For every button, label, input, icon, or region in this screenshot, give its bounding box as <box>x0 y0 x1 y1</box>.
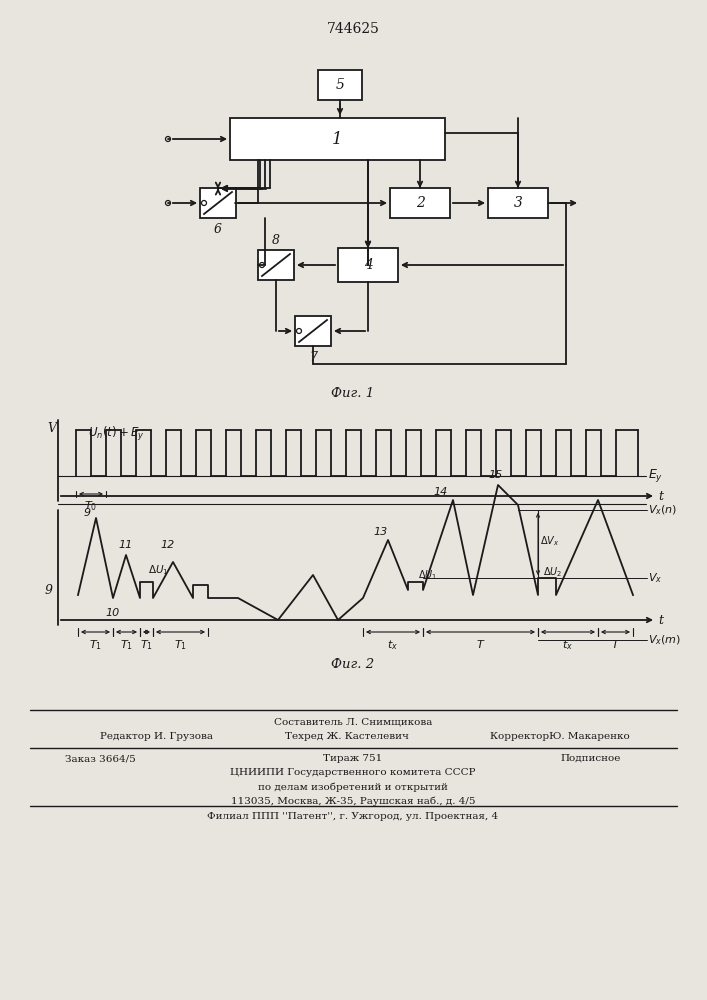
Text: $\Delta U_1$: $\Delta U_1$ <box>148 563 169 577</box>
Text: t: t <box>658 613 663 626</box>
Bar <box>230 118 445 160</box>
Text: 9: 9 <box>45 584 53 596</box>
Text: $\Delta V_x$: $\Delta V_x$ <box>540 534 559 548</box>
Text: 2: 2 <box>416 196 424 210</box>
Bar <box>488 188 548 218</box>
Text: V: V <box>47 422 56 435</box>
Text: ЦНИИПИ Государственного комитета СССР: ЦНИИПИ Государственного комитета СССР <box>230 768 476 777</box>
Text: Составитель Л. Снимщикова: Составитель Л. Снимщикова <box>274 718 432 727</box>
Bar <box>338 248 398 282</box>
Text: $V_x(m)$: $V_x(m)$ <box>648 633 681 647</box>
Text: 15: 15 <box>489 470 503 480</box>
Text: 11: 11 <box>119 540 133 550</box>
Text: Подписное: Подписное <box>560 754 620 763</box>
Text: 14: 14 <box>434 487 448 497</box>
Text: Техред Ж. Кастелевич: Техред Ж. Кастелевич <box>285 732 409 741</box>
Text: 5: 5 <box>336 78 344 92</box>
Text: $\Delta U_2$: $\Delta U_2$ <box>543 565 562 579</box>
Bar <box>258 250 294 280</box>
Text: 10: 10 <box>106 608 120 618</box>
Text: $T$: $T$ <box>476 638 485 650</box>
Text: Фиг. 2: Фиг. 2 <box>332 658 375 671</box>
Text: $V_x(n)$: $V_x(n)$ <box>648 503 677 517</box>
Text: $T_1$: $T_1$ <box>89 638 102 652</box>
Text: 13: 13 <box>374 527 388 537</box>
Text: 12: 12 <box>161 540 175 550</box>
Text: 8: 8 <box>272 234 280 247</box>
Text: $T_1$: $T_1$ <box>140 638 153 652</box>
Text: $V_x$: $V_x$ <box>648 571 662 585</box>
Bar <box>200 188 236 218</box>
Text: 1: 1 <box>332 130 343 147</box>
Text: $E_y$: $E_y$ <box>648 468 663 485</box>
Text: 9: 9 <box>84 508 91 518</box>
Text: $T_1$: $T_1$ <box>174 638 187 652</box>
Text: $\Delta U_1$: $\Delta U_1$ <box>418 568 438 582</box>
Text: t: t <box>658 489 663 502</box>
Text: 3: 3 <box>513 196 522 210</box>
Text: $T$: $T$ <box>611 638 620 650</box>
Bar <box>295 316 331 346</box>
Text: Редактор И. Грузова: Редактор И. Грузова <box>100 732 213 741</box>
Text: $U_n(t)+E_y$: $U_n(t)+E_y$ <box>88 425 145 443</box>
Text: $T_1$: $T_1$ <box>120 638 133 652</box>
Text: Филиал ППП ''Патент'', г. Ужгород, ул. Проектная, 4: Филиал ППП ''Патент'', г. Ужгород, ул. П… <box>207 812 498 821</box>
Text: 6: 6 <box>214 223 222 236</box>
Bar <box>390 188 450 218</box>
Text: по делам изобретений и открытий: по делам изобретений и открытий <box>258 782 448 792</box>
Bar <box>318 70 362 100</box>
Text: $t_x$: $t_x$ <box>563 638 573 652</box>
Text: 744625: 744625 <box>327 22 380 36</box>
Text: КорректорЮ. Макаренко: КорректорЮ. Макаренко <box>490 732 630 741</box>
Text: 4: 4 <box>363 258 373 272</box>
Text: $T_0$: $T_0$ <box>84 499 98 513</box>
Text: 113035, Москва, Ж-35, Раушская наб., д. 4/5: 113035, Москва, Ж-35, Раушская наб., д. … <box>230 796 475 806</box>
Text: Заказ 3664/5: Заказ 3664/5 <box>65 754 136 763</box>
Text: $t_x$: $t_x$ <box>387 638 399 652</box>
Text: 7: 7 <box>309 351 317 364</box>
Text: Тираж 751: Тираж 751 <box>323 754 382 763</box>
Text: Фиг. 1: Фиг. 1 <box>332 387 375 400</box>
